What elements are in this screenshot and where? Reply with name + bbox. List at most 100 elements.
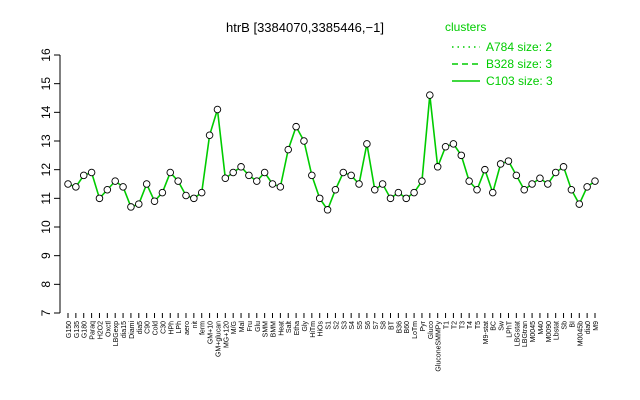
data-point xyxy=(386,194,395,203)
data-point xyxy=(292,122,300,131)
x-tick-label: HPh xyxy=(168,321,175,335)
y-tick-label: 9 xyxy=(39,252,53,259)
legend-entry: A784 size: 2 xyxy=(486,40,552,54)
y-tick-label: 8 xyxy=(39,281,53,288)
x-tick-label: SMM xyxy=(263,321,270,338)
data-point xyxy=(276,183,285,191)
data-point xyxy=(339,168,348,177)
data-point xyxy=(205,131,214,140)
data-point xyxy=(465,177,473,185)
x-tick-label: BI xyxy=(569,321,576,328)
data-point xyxy=(268,180,277,188)
data-point xyxy=(237,163,245,171)
data-point xyxy=(504,157,513,165)
data-point xyxy=(544,180,552,188)
data-point xyxy=(111,177,119,185)
y-axis: 7 8 9 10 11 12 13 14 15 16 xyxy=(39,48,61,316)
legend-entry: B328 size: 3 xyxy=(486,57,552,71)
x-tick-label: T4 xyxy=(467,321,474,329)
x-tick-label: S3 xyxy=(341,321,348,330)
x-tick-label: M0045b xyxy=(577,321,584,346)
legend: clusters A784 size: 2 B328 size: 3 C103 si… xyxy=(445,20,553,88)
y-tick-label: 11 xyxy=(39,192,53,205)
x-tick-label: S2 xyxy=(333,321,340,330)
x-tick-label: Diami xyxy=(129,321,136,339)
data-point xyxy=(528,180,536,188)
x-tick-label: dia5 xyxy=(137,321,144,334)
x-tick-label: Heat xyxy=(278,321,285,336)
legend-entry: C103 size: 3 xyxy=(486,74,553,88)
x-tick-label: Cold xyxy=(153,321,160,336)
data-point xyxy=(418,177,426,185)
data-point xyxy=(410,188,418,197)
x-tick-label: GM+10 xyxy=(208,321,215,344)
data-point xyxy=(174,177,182,185)
data-point xyxy=(488,188,497,197)
x-tick-label: H2O2 xyxy=(97,321,104,339)
x-tick-label: Lbstat xyxy=(554,321,561,340)
data-point xyxy=(87,168,96,177)
data-point xyxy=(72,183,80,191)
data-point xyxy=(64,180,72,188)
series-layer xyxy=(64,91,599,214)
x-tick-label: aero xyxy=(184,321,191,335)
x-tick-label: HiOs xyxy=(318,321,325,337)
data-point xyxy=(433,163,442,171)
x-tick-label: G150 xyxy=(66,321,73,338)
data-point xyxy=(229,168,237,177)
x-tick-label: LPh xyxy=(176,321,183,334)
data-point xyxy=(520,185,528,194)
data-point xyxy=(347,171,355,180)
x-tick-label: BMM xyxy=(271,321,278,338)
data-point xyxy=(150,197,159,205)
data-point xyxy=(253,177,261,185)
x-tick-label: LBGtran xyxy=(522,321,529,347)
data-point xyxy=(245,171,253,180)
x-tick-label: G135 xyxy=(74,321,81,338)
x-tick-label: T1 xyxy=(444,321,451,329)
x-tick-label: M0090 xyxy=(546,321,553,343)
data-point xyxy=(119,183,127,191)
data-point xyxy=(583,183,591,191)
x-tick-label: C30 xyxy=(160,321,167,334)
x-tick-label: Sw xyxy=(499,320,506,331)
x-tick-label: Fru xyxy=(247,321,254,332)
x-tick-label: LoTm xyxy=(412,321,419,339)
data-point xyxy=(402,194,410,203)
data-point xyxy=(190,194,198,203)
x-tick-label: Salt xyxy=(286,321,293,333)
data-point xyxy=(536,174,544,183)
data-point xyxy=(496,160,505,168)
x-tick-label: dia15 xyxy=(121,321,128,338)
x-tick-label: S8 xyxy=(381,321,388,330)
data-point xyxy=(512,171,521,180)
data-point xyxy=(559,163,568,171)
x-tick-label: nit xyxy=(192,321,199,328)
data-point xyxy=(158,188,167,197)
x-tick-label: M0045 xyxy=(530,321,537,343)
data-point xyxy=(331,185,340,194)
x-tick-label: Mal xyxy=(239,321,246,333)
x-tick-label: BT xyxy=(388,320,395,330)
data-point xyxy=(449,140,458,148)
x-tick-label: LBGstat xyxy=(514,321,521,346)
data-point xyxy=(103,185,112,194)
x-tick-label: Etha xyxy=(294,321,301,336)
data-point xyxy=(355,180,363,188)
data-point xyxy=(95,194,104,203)
x-tick-label: T3 xyxy=(459,321,466,329)
x-tick-label: MG+120 xyxy=(223,321,230,348)
y-tick-label: 14 xyxy=(39,105,53,119)
data-point xyxy=(127,203,135,211)
x-tick-label: dia0 xyxy=(585,321,592,334)
data-point xyxy=(378,180,387,188)
x-tick-label: T5 xyxy=(475,321,482,329)
x-tick-label: T2 xyxy=(451,321,458,329)
y-tick-label: 13 xyxy=(39,134,53,148)
x-tick-label: Glu xyxy=(255,321,262,332)
x-tick-label: B36 xyxy=(396,321,403,334)
x-tick-label: S5 xyxy=(357,321,364,330)
x-tick-label: G180 xyxy=(82,321,89,338)
chart-title: htrB [3384070,3385446,−1] xyxy=(226,20,384,35)
